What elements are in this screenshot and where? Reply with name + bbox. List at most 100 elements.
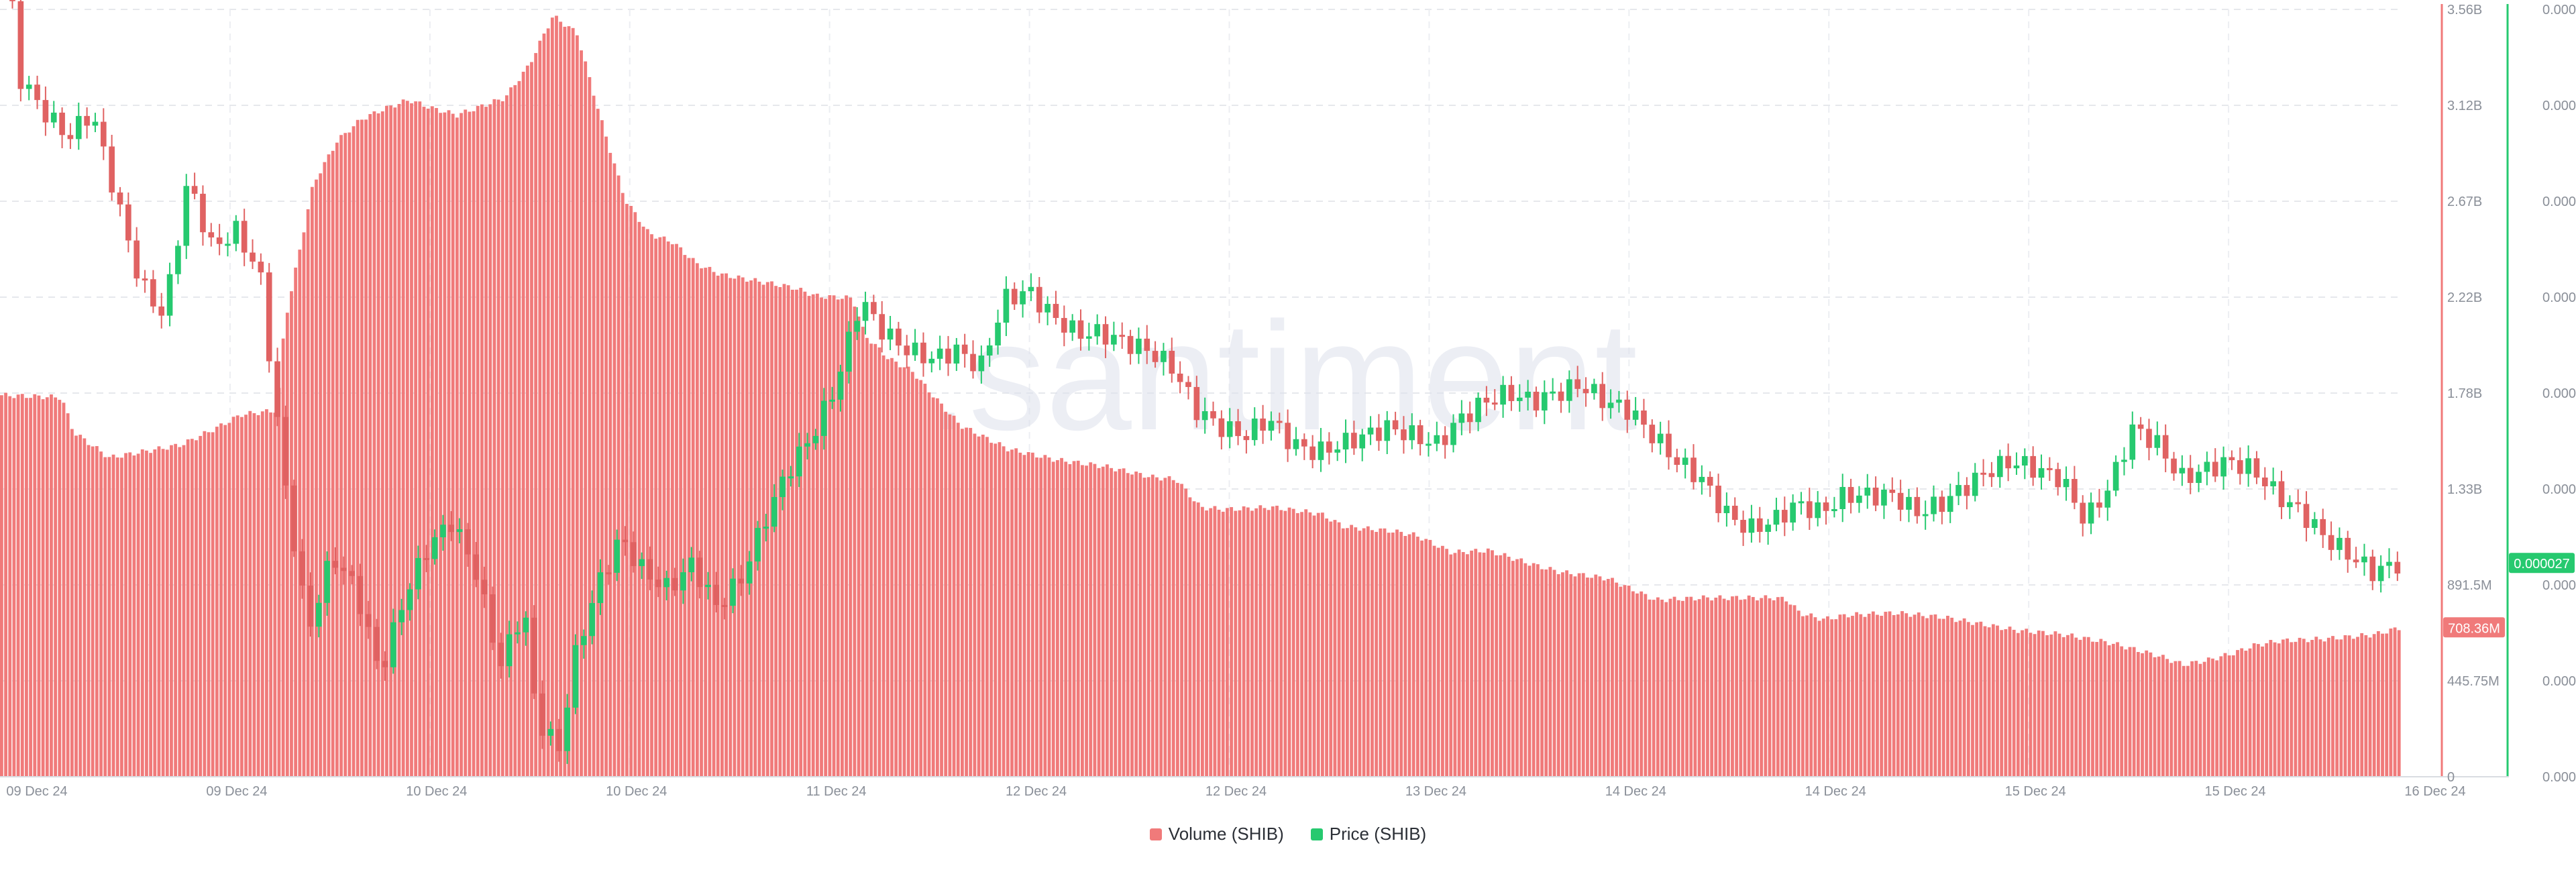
- price-candle: [191, 186, 198, 194]
- price-candle: [1243, 436, 1250, 441]
- volume-bar: [600, 120, 604, 777]
- volume-bar: [761, 284, 765, 777]
- volume-bar: [1503, 553, 1507, 777]
- volume-bar: [1047, 457, 1051, 777]
- price-candle: [564, 707, 570, 751]
- price-candle: [1624, 399, 1631, 420]
- volume-bar: [910, 372, 914, 777]
- price-candle: [1442, 435, 1448, 445]
- volume-bar: [2008, 626, 2012, 777]
- volume-bar: [260, 411, 264, 777]
- volume-bar: [145, 450, 148, 777]
- price-candle: [1201, 411, 1208, 421]
- volume-bar: [1941, 618, 1945, 777]
- price-candle: [1276, 421, 1283, 423]
- volume-bar: [62, 402, 66, 777]
- volume-bar: [1234, 510, 1238, 777]
- price-candle: [912, 342, 918, 356]
- volume-bar: [525, 65, 529, 777]
- volume-bar: [2252, 643, 2256, 777]
- price-candle: [407, 589, 413, 610]
- volume-bar: [2376, 631, 2380, 777]
- price-candle: [448, 525, 455, 533]
- volume-bar: [1656, 597, 1660, 777]
- volume-bar: [2198, 663, 2202, 777]
- volume-bar: [2277, 643, 2281, 777]
- price-candle: [1914, 496, 1921, 516]
- price-candle: [1011, 288, 1018, 305]
- volume-bar: [1826, 616, 1829, 777]
- price-candle: [1044, 304, 1051, 313]
- volume-bar: [1428, 539, 1432, 777]
- price-candle: [597, 572, 604, 604]
- volume-bar: [1159, 480, 1163, 777]
- volume-bar: [95, 446, 99, 777]
- volume-bar: [517, 80, 521, 777]
- price-candle: [606, 572, 612, 575]
- price-candle: [1980, 472, 1986, 475]
- volume-bar: [604, 136, 608, 777]
- volume-bar: [2153, 657, 2157, 777]
- volume-bar: [584, 61, 588, 777]
- volume-bar: [1718, 595, 1722, 777]
- volume-bar: [2086, 637, 2090, 777]
- price-candle: [1094, 324, 1101, 337]
- volume-bar: [484, 107, 488, 777]
- volume-bar: [2236, 650, 2239, 777]
- volume-bar: [1333, 520, 1337, 777]
- volume-bar: [12, 398, 16, 777]
- volume-bar: [285, 313, 289, 777]
- volume-bar: [455, 117, 459, 777]
- price-candle: [1682, 457, 1688, 465]
- volume-bar: [323, 162, 327, 777]
- price-candle: [1169, 350, 1175, 374]
- volume-bar: [2302, 639, 2306, 777]
- volume-bar: [927, 392, 931, 777]
- volume-bar: [2045, 635, 2049, 777]
- volume-bar: [1441, 545, 1444, 777]
- price-candle: [1740, 520, 1746, 533]
- volume-bar: [2269, 640, 2273, 777]
- price-candle: [299, 551, 305, 586]
- volume-bar: [1735, 596, 1739, 777]
- volume-bar: [1863, 616, 1867, 777]
- volume-bar: [335, 142, 339, 777]
- volume-bar: [124, 453, 127, 777]
- volume-bar: [803, 291, 807, 777]
- volume-bar: [915, 378, 918, 777]
- price-candle: [1508, 384, 1515, 401]
- price-candle: [572, 645, 579, 708]
- volume-bar: [1221, 511, 1225, 777]
- volume-bar: [778, 287, 782, 777]
- volume-bar: [1635, 593, 1639, 777]
- x-tick-label: 09 Dec 24: [6, 784, 67, 799]
- volume-bar: [1424, 539, 1428, 777]
- volume-bar: [1341, 528, 1345, 777]
- volume-bar: [1838, 614, 1842, 777]
- price-candle: [1144, 338, 1150, 351]
- volume-tick-label: 2.67B: [2447, 195, 2482, 209]
- price-candle: [1458, 413, 1465, 423]
- volume-bar: [2095, 642, 2099, 777]
- volume-bar: [281, 338, 285, 777]
- volume-bar: [559, 21, 563, 777]
- volume-bar: [1213, 506, 1217, 777]
- volume-bar: [1287, 507, 1291, 777]
- volume-bar: [78, 435, 83, 777]
- volume-bar: [1081, 465, 1084, 777]
- volume-bar: [492, 99, 496, 777]
- legend-item-volume[interactable]: Volume (SHIB): [1149, 824, 1284, 844]
- legend-swatch-price: [1310, 828, 1323, 840]
- volume-bar: [352, 126, 356, 777]
- price-candle: [2220, 457, 2226, 477]
- legend-label-volume: Volume (SHIB): [1168, 824, 1284, 844]
- volume-bar: [1171, 480, 1175, 777]
- volume-bar: [1346, 528, 1349, 777]
- volume-bar: [1146, 477, 1150, 777]
- volume-bar: [1391, 532, 1395, 777]
- price-tick-label: 0.000026: [2542, 578, 2576, 593]
- legend-item-price[interactable]: Price (SHIB): [1310, 824, 1426, 844]
- price-candle: [746, 561, 753, 584]
- price-candle: [2112, 461, 2119, 491]
- volume-bar: [389, 105, 393, 777]
